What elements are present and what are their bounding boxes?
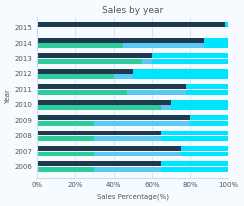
Bar [123, 43, 203, 48]
Bar [37, 131, 228, 136]
Bar [94, 152, 181, 157]
Bar [37, 38, 228, 43]
Bar [181, 152, 228, 157]
Bar [37, 53, 228, 58]
Bar [152, 59, 228, 64]
Bar [37, 22, 228, 27]
Bar [37, 43, 123, 48]
Bar [37, 59, 142, 64]
Bar [37, 136, 94, 141]
Bar [190, 115, 228, 120]
Bar [94, 167, 162, 172]
Bar [181, 146, 228, 151]
Y-axis label: Year: Year [6, 90, 11, 104]
Bar [114, 74, 133, 79]
Bar [162, 131, 228, 136]
Bar [37, 84, 228, 89]
Bar [37, 69, 228, 74]
Bar [162, 162, 228, 166]
X-axis label: Sales Percentage(%): Sales Percentage(%) [97, 194, 169, 200]
Bar [37, 99, 228, 105]
Title: Sales by year: Sales by year [102, 6, 163, 15]
Bar [162, 167, 228, 172]
Bar [133, 69, 228, 74]
Bar [37, 105, 162, 110]
Bar [37, 167, 94, 172]
Bar [152, 53, 228, 58]
Bar [162, 105, 171, 110]
Bar [94, 136, 162, 141]
Bar [224, 22, 228, 27]
Bar [133, 74, 228, 79]
Bar [186, 84, 228, 89]
Bar [37, 152, 94, 157]
Bar [37, 162, 228, 166]
Bar [171, 105, 228, 110]
Bar [203, 43, 228, 48]
Bar [37, 146, 228, 151]
Bar [37, 90, 127, 95]
Bar [190, 121, 228, 126]
Bar [37, 115, 228, 120]
Bar [203, 38, 228, 43]
Bar [127, 90, 186, 95]
Bar [37, 121, 94, 126]
Bar [186, 90, 228, 95]
Bar [37, 74, 114, 79]
Bar [142, 59, 152, 64]
Bar [94, 121, 190, 126]
Bar [162, 136, 228, 141]
Bar [171, 99, 228, 105]
